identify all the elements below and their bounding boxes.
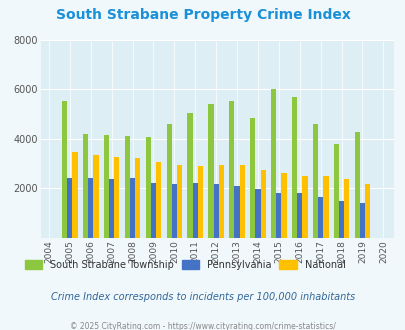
Legend: South Strabane Township, Pennsylvania, National: South Strabane Township, Pennsylvania, N… xyxy=(21,256,349,274)
Text: © 2025 CityRating.com - https://www.cityrating.com/crime-statistics/: © 2025 CityRating.com - https://www.city… xyxy=(70,322,335,330)
Bar xyxy=(302,176,307,238)
Bar xyxy=(130,178,135,238)
Bar xyxy=(67,178,72,238)
Bar xyxy=(364,184,369,238)
Bar xyxy=(322,176,328,238)
Bar xyxy=(296,193,302,238)
Bar xyxy=(192,183,197,238)
Bar xyxy=(72,152,77,238)
Bar xyxy=(187,113,192,238)
Text: South Strabane Property Crime Index: South Strabane Property Crime Index xyxy=(55,8,350,22)
Bar xyxy=(135,158,140,238)
Bar xyxy=(145,137,151,238)
Bar xyxy=(338,201,343,238)
Bar xyxy=(104,135,109,238)
Bar xyxy=(171,184,177,238)
Bar xyxy=(234,186,239,238)
Bar xyxy=(213,184,218,238)
Bar xyxy=(93,155,98,238)
Bar xyxy=(151,183,156,238)
Bar xyxy=(208,104,213,238)
Bar xyxy=(166,124,171,238)
Bar xyxy=(177,165,182,238)
Bar xyxy=(359,203,364,238)
Bar xyxy=(255,189,260,238)
Bar xyxy=(343,179,349,238)
Bar xyxy=(88,178,93,238)
Bar xyxy=(218,165,224,238)
Bar xyxy=(271,89,275,238)
Bar xyxy=(114,157,119,238)
Bar xyxy=(317,197,322,238)
Text: Crime Index corresponds to incidents per 100,000 inhabitants: Crime Index corresponds to incidents per… xyxy=(51,292,354,302)
Bar xyxy=(239,165,244,238)
Bar xyxy=(281,173,286,238)
Bar xyxy=(109,179,114,238)
Bar xyxy=(249,117,255,238)
Bar xyxy=(83,134,88,238)
Bar xyxy=(291,96,296,238)
Bar xyxy=(333,144,338,238)
Bar xyxy=(124,136,130,238)
Bar xyxy=(354,132,359,238)
Bar xyxy=(197,166,202,238)
Bar xyxy=(156,162,161,238)
Bar xyxy=(229,102,234,238)
Bar xyxy=(275,193,281,238)
Bar xyxy=(312,124,317,238)
Bar xyxy=(260,170,265,238)
Bar xyxy=(62,102,67,238)
